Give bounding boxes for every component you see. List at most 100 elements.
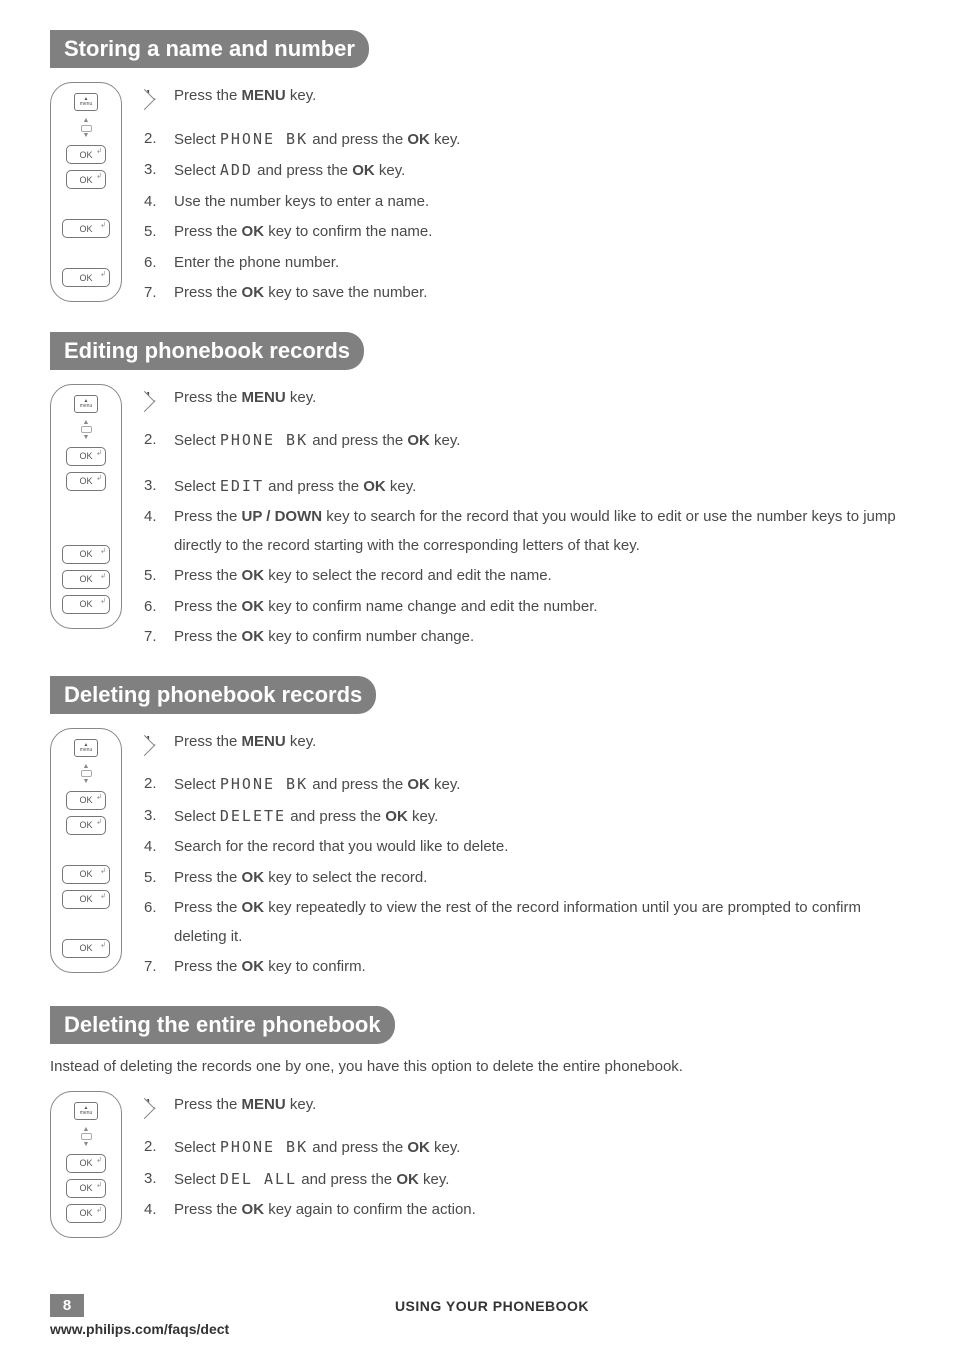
step-number: 6. (144, 249, 174, 278)
step-number: 3. (144, 156, 174, 186)
step-text: Select PHONE BK and press the OK key. (174, 770, 904, 800)
menu-key-icon (74, 93, 98, 111)
ok-key-icon: OK (62, 219, 110, 238)
steps-list: 1.Press the MENU key. 2.Select PHONE BK a… (144, 384, 904, 654)
ok-key-icon: OK (66, 472, 106, 491)
step-row: 5.Press the OK key to select the record. (144, 864, 904, 893)
section-header: Storing a name and number (50, 30, 369, 68)
step-number: 5. (144, 864, 174, 893)
key-sequence-bubble: ▲▼OKOKOKOKOK (50, 728, 122, 973)
step-row: 4.Press the OK key again to confirm the … (144, 1196, 476, 1225)
step-row: 3.Select DEL ALL and press the OK key. (144, 1165, 476, 1195)
step-row: 4.Search for the record that you would l… (144, 833, 904, 862)
step-row: 1.Press the MENU key. (144, 384, 904, 413)
step-text: Press the MENU key. (174, 384, 904, 413)
step-number: 3. (144, 472, 174, 502)
step-text: Use the number keys to enter a name. (174, 188, 460, 217)
step-row: 2.Select PHONE BK and press the OK key. (144, 1133, 476, 1163)
step-row: 5.Press the OK key to select the record … (144, 562, 904, 591)
ok-key-icon: OK (66, 170, 106, 189)
steps-list: 1.Press the MENU key. 2.Select PHONE BK a… (144, 728, 904, 984)
step-text: Select ADD and press the OK key. (174, 156, 460, 186)
ok-key-icon: OK (66, 1179, 106, 1198)
ok-key-icon: OK (66, 1204, 106, 1223)
step-text: Press the OK key to select the record an… (174, 562, 904, 591)
step-number: 4. (144, 833, 174, 862)
key-sequence-bubble: ▲▼OKOKOKOKOK (50, 384, 122, 629)
step-text: Select DEL ALL and press the OK key. (174, 1165, 476, 1195)
step-number: 6. (144, 593, 174, 622)
ok-key-icon: OK (62, 268, 110, 287)
step-row: 7.Press the OK key to confirm. (144, 953, 904, 982)
up-down-key-icon: ▲▼ (76, 419, 96, 441)
step-number: 4. (144, 1196, 174, 1225)
ok-key-icon: OK (62, 570, 110, 589)
ok-key-icon: OK (66, 1154, 106, 1173)
step-text: Select EDIT and press the OK key. (174, 472, 904, 502)
step-text: Select DELETE and press the OK key. (174, 802, 904, 832)
steps-list: 1.Press the MENU key.2.Select PHONE BK a… (144, 1091, 476, 1227)
section-header: Editing phonebook records (50, 332, 364, 370)
step-number: 7. (144, 623, 174, 652)
step-row: 2.Select PHONE BK and press the OK key. (144, 125, 460, 155)
menu-key-icon (74, 1102, 98, 1120)
up-down-key-icon: ▲▼ (76, 1126, 96, 1148)
ok-key-icon: OK (66, 816, 106, 835)
step-number: 2. (144, 426, 174, 456)
footer-title: USING YOUR PHONEBOOK (114, 1298, 870, 1314)
step-text: Enter the phone number. (174, 249, 460, 278)
step-text: Press the UP / DOWN key to search for th… (174, 503, 904, 560)
step-row: 1.Press the MENU key. (144, 728, 904, 757)
section-header: Deleting phonebook records (50, 676, 376, 714)
ok-key-icon: OK (62, 545, 110, 564)
step-text: Press the MENU key. (174, 1091, 476, 1120)
step-row: 4.Use the number keys to enter a name. (144, 188, 460, 217)
menu-key-icon (74, 739, 98, 757)
step-row: 4.Press the UP / DOWN key to search for … (144, 503, 904, 560)
step-text: Select PHONE BK and press the OK key. (174, 1133, 476, 1163)
step-text: Press the MENU key. (174, 82, 460, 111)
step-text: Press the OK key repeatedly to view the … (174, 894, 904, 951)
step-number: 3. (144, 802, 174, 832)
step-text: Press the OK key to confirm name change … (174, 593, 904, 622)
step-number: 4. (144, 503, 174, 560)
step-text: Search for the record that you would lik… (174, 833, 904, 862)
page-number: 8 (50, 1294, 84, 1317)
step-number: 2. (144, 1133, 174, 1163)
ok-key-icon: OK (62, 595, 110, 614)
footer-url: www.philips.com/faqs/dect (50, 1321, 904, 1337)
step-text: Press the OK key to save the number. (174, 279, 460, 308)
step-text: Select PHONE BK and press the OK key. (174, 426, 904, 456)
step-text: Press the OK key to confirm number chang… (174, 623, 904, 652)
page-footer: 8 USING YOUR PHONEBOOK www.philips.com/f… (50, 1294, 904, 1337)
up-down-key-icon: ▲▼ (76, 763, 96, 785)
step-text: Press the OK key to confirm. (174, 953, 904, 982)
step-number: 2. (144, 125, 174, 155)
step-row: 2.Select PHONE BK and press the OK key. (144, 770, 904, 800)
step-row: 6.Press the OK key to confirm name chang… (144, 593, 904, 622)
step-text: Press the OK key to select the record. (174, 864, 904, 893)
step-number: 5. (144, 562, 174, 591)
section-intro: Instead of deleting the records one by o… (50, 1058, 904, 1075)
step-text: Press the OK key to confirm the name. (174, 218, 460, 247)
step-row: 6. Enter the phone number. (144, 249, 460, 278)
ok-key-icon: OK (66, 791, 106, 810)
step-text: Press the MENU key. (174, 728, 904, 757)
step-number: 6. (144, 894, 174, 951)
step-number: 3. (144, 1165, 174, 1195)
up-down-key-icon: ▲▼ (76, 117, 96, 139)
step-row: 2.Select PHONE BK and press the OK key. (144, 426, 904, 456)
step-row: 3.Select ADD and press the OK key. (144, 156, 460, 186)
menu-key-icon (74, 395, 98, 413)
key-sequence-bubble: ▲▼ OK OK OK (50, 1091, 122, 1238)
steps-list: 1.Press the MENU key. 2.Select PHONE BK a… (144, 82, 460, 310)
key-sequence-bubble: ▲▼ OK OK OK OK (50, 82, 122, 302)
step-row: 1.Press the MENU key. (144, 82, 460, 111)
step-text: Select PHONE BK and press the OK key. (174, 125, 460, 155)
step-row: 7.Press the OK key to save the number. (144, 279, 460, 308)
ok-key-icon: OK (62, 865, 110, 884)
step-number: 2. (144, 770, 174, 800)
step-row: 3.Select DELETE and press the OK key. (144, 802, 904, 832)
ok-key-icon: OK (66, 145, 106, 164)
step-text: Press the OK key again to confirm the ac… (174, 1196, 476, 1225)
